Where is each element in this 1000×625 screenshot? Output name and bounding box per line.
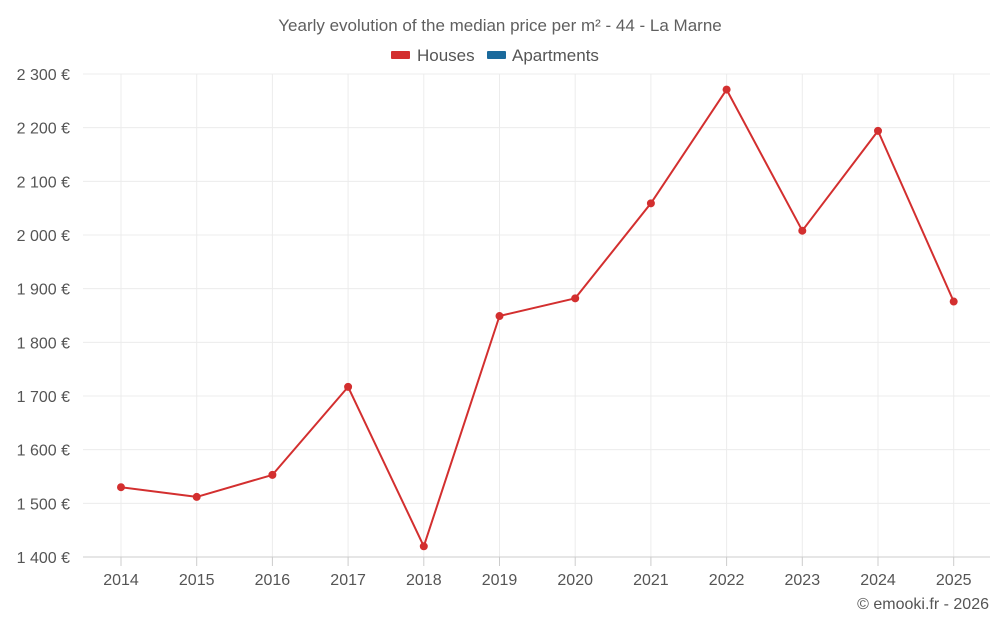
legend-swatch-apartments [487, 51, 506, 59]
data-point-houses-2022[interactable] [722, 85, 731, 94]
x-tick-label: 2020 [557, 572, 593, 589]
data-point-houses-2025[interactable] [949, 297, 958, 306]
data-point-houses-2016[interactable] [268, 470, 277, 479]
grid [83, 73, 990, 557]
series-layer [117, 85, 958, 551]
data-point-houses-2019[interactable] [495, 312, 504, 321]
data-point-houses-2020[interactable] [571, 294, 580, 303]
x-tick-label: 2023 [785, 572, 821, 589]
data-point-houses-2014[interactable] [117, 483, 125, 492]
y-tick-label: 1 400 € [17, 550, 70, 567]
x-tick-label: 2024 [860, 572, 896, 589]
x-tick-label: 2019 [482, 572, 518, 589]
x-tick-label: 2014 [103, 572, 139, 589]
legend-item-apartments[interactable]: Apartments [487, 46, 599, 65]
legend-item-houses[interactable]: Houses [391, 46, 475, 65]
y-tick-label: 2 000 € [17, 228, 70, 245]
data-point-houses-2021[interactable] [646, 199, 655, 208]
x-tick-label: 2018 [406, 572, 442, 589]
y-tick-label: 2 200 € [17, 121, 70, 138]
legend-label-apartments: Apartments [512, 46, 599, 65]
x-tick-label: 2022 [709, 572, 745, 589]
legend-swatch-houses [391, 51, 410, 59]
legend-label-houses: Houses [417, 46, 475, 65]
y-tick-label: 1 900 € [17, 282, 70, 299]
data-point-houses-2023[interactable] [798, 226, 807, 235]
series-line-houses [120, 88, 955, 548]
x-tick-label: 2016 [255, 572, 291, 589]
legend: Houses Apartments [391, 46, 599, 65]
data-point-houses-2015[interactable] [192, 492, 201, 501]
y-tick-label: 1 600 € [17, 443, 70, 460]
x-tick-label: 2015 [179, 572, 215, 589]
data-point-houses-2018[interactable] [419, 542, 428, 551]
axes: 1 400 € 1 500 € 1 600 € 1 700 € 1 800 € 1 900… [17, 67, 990, 589]
data-point-houses-2017[interactable] [344, 382, 353, 391]
x-tick-label: 2017 [330, 572, 366, 589]
x-tick-label: 2025 [936, 572, 972, 589]
y-tick-label: 1 700 € [17, 389, 70, 406]
y-tick-label: 1 500 € [17, 496, 70, 513]
y-tick-label: 2 300 € [17, 67, 70, 84]
y-tick-label: 1 800 € [17, 335, 70, 352]
data-point-houses-2024[interactable] [874, 126, 882, 135]
chart-title: Yearly evolution of the median price per… [278, 16, 722, 35]
credit-text: © emooki.fr - 2026 [857, 596, 989, 613]
y-tick-label: 2 100 € [17, 174, 70, 191]
x-tick-label: 2021 [633, 572, 669, 589]
